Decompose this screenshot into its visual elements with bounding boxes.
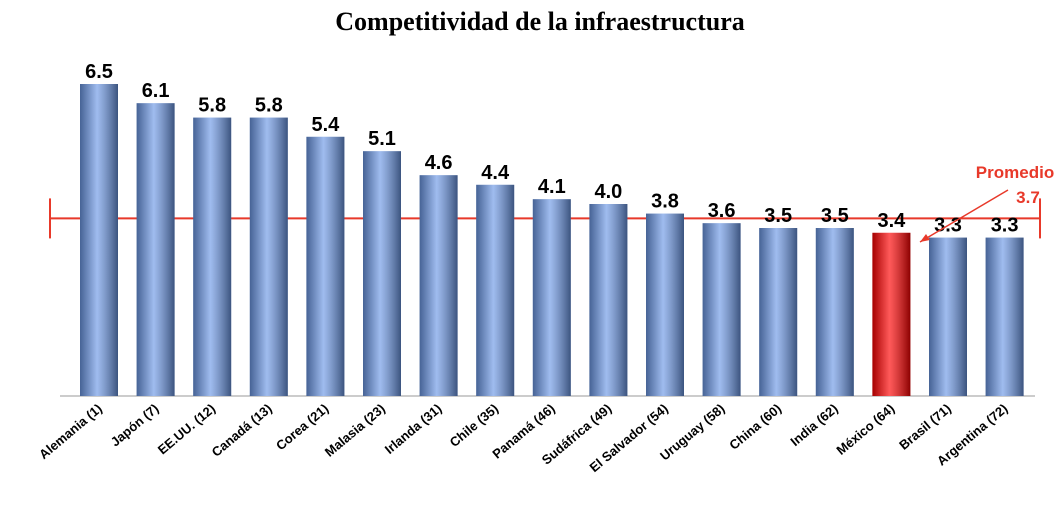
bar-shade	[532, 199, 571, 396]
bar-shade	[80, 84, 118, 396]
value-label: 6.1	[142, 80, 170, 102]
value-label: 3.3	[991, 215, 1019, 237]
bar-shade	[759, 228, 798, 396]
value-label: 6.5	[85, 61, 113, 83]
bar-shade	[476, 184, 515, 396]
bar-shade	[815, 228, 854, 396]
bar-shade	[929, 237, 967, 396]
value-label: 4.6	[425, 152, 453, 174]
bar-shade	[702, 223, 741, 396]
x-tick-label: China (60)	[726, 401, 784, 453]
x-tick-label: Alemania (1)	[36, 401, 105, 462]
x-tick-label: Japón (7)	[108, 401, 162, 450]
value-label: 5.4	[311, 114, 340, 136]
value-label: 4.1	[538, 176, 566, 198]
arrow-head	[920, 234, 930, 242]
x-tick-label: México (64)	[833, 401, 897, 458]
bar-shade	[193, 117, 232, 396]
bar-shade	[589, 204, 628, 396]
value-label: 3.6	[708, 200, 736, 222]
x-tick-label: Canadá (13)	[209, 401, 275, 460]
bar-shade	[646, 213, 684, 396]
bar-shade	[136, 103, 175, 396]
x-tick-label: India (62)	[787, 401, 840, 449]
x-tick-label: Chile (35)	[447, 401, 501, 450]
value-label: 3.5	[821, 205, 849, 227]
annotation: Promedio	[976, 163, 1054, 182]
x-tick-label: Corea (21)	[273, 401, 331, 453]
bar-shade	[419, 175, 458, 396]
bar-shade	[985, 237, 1024, 396]
bar-shade	[249, 117, 288, 396]
bar-shade	[306, 136, 345, 397]
value-label: 3.4	[877, 210, 906, 232]
value-label: 5.8	[255, 95, 283, 117]
value-label: 4.0	[594, 181, 622, 203]
annotation-value: 3.7	[1016, 188, 1040, 207]
x-tick-label: Brasil (71)	[896, 401, 954, 453]
x-tick-label: Irlanda (31)	[382, 401, 445, 457]
bar-shade	[872, 232, 911, 396]
x-tick-label: Malasia (23)	[322, 401, 388, 460]
bar-shade	[363, 151, 401, 396]
value-label: 3.5	[764, 205, 792, 227]
value-label: 4.4	[481, 162, 510, 184]
annotation-arrow	[919, 189, 1009, 243]
value-label: 3.8	[651, 191, 679, 213]
chart-title: Competitividad de la infraestructura	[335, 7, 744, 36]
value-label: 5.8	[198, 95, 226, 117]
value-label: 5.1	[368, 128, 396, 150]
